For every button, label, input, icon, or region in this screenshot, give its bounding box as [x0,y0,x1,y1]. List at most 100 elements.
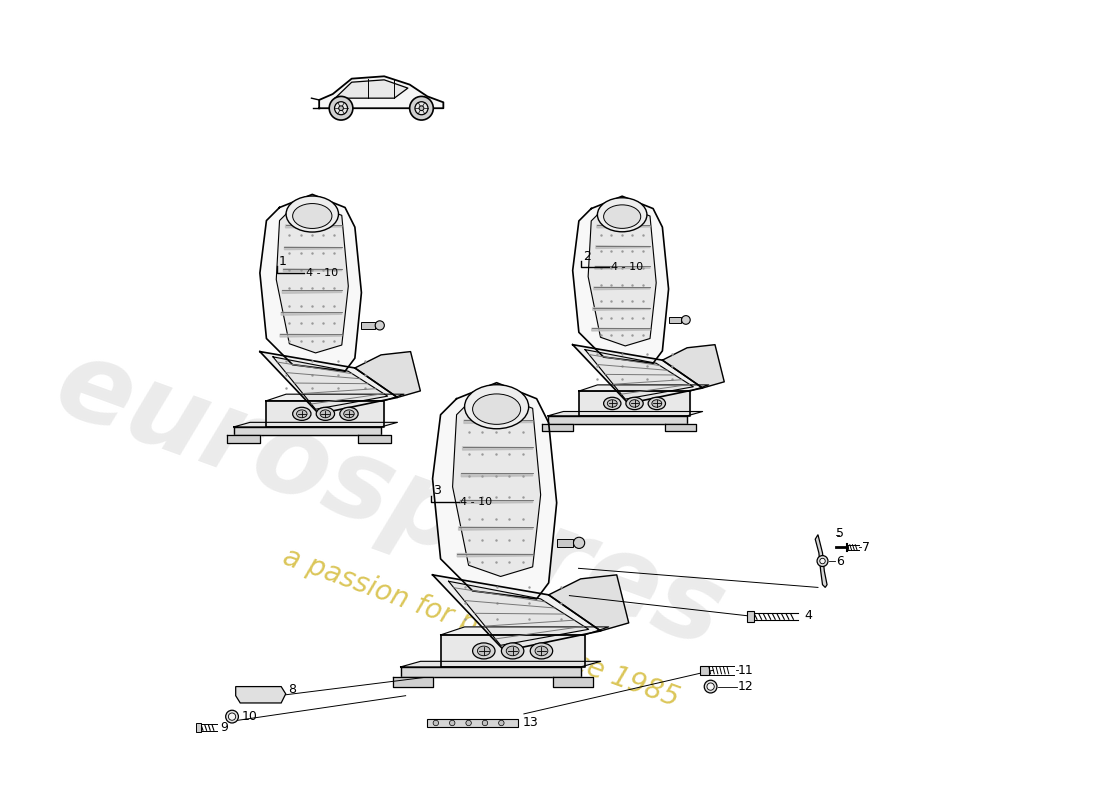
Ellipse shape [629,400,639,407]
Circle shape [226,710,239,723]
Ellipse shape [473,643,495,659]
Polygon shape [596,246,650,249]
Polygon shape [336,80,408,98]
Polygon shape [400,662,601,667]
Polygon shape [286,225,342,228]
Polygon shape [573,196,669,363]
Ellipse shape [286,196,339,232]
Polygon shape [432,575,601,651]
Text: 1: 1 [278,255,286,268]
Polygon shape [592,328,650,331]
Polygon shape [285,246,342,250]
Circle shape [409,96,433,120]
Text: 4 - 10: 4 - 10 [461,497,493,507]
Polygon shape [227,435,260,443]
Circle shape [573,538,585,549]
Polygon shape [662,345,724,388]
Ellipse shape [530,643,552,659]
Polygon shape [441,635,585,667]
Text: 2: 2 [583,250,591,262]
Text: 4 - 10: 4 - 10 [306,268,338,278]
Polygon shape [280,334,342,337]
Text: 10: 10 [242,710,257,723]
Text: a passion for parts since 1985: a passion for parts since 1985 [279,542,683,712]
Ellipse shape [320,410,331,418]
Text: eurospares: eurospares [42,330,739,670]
Text: 6: 6 [836,554,844,567]
Text: 12: 12 [738,680,754,693]
Ellipse shape [535,646,548,656]
Polygon shape [579,391,690,416]
Polygon shape [573,345,703,403]
Polygon shape [815,534,827,587]
Polygon shape [400,667,581,678]
Polygon shape [441,627,608,635]
Polygon shape [464,420,532,423]
Polygon shape [549,575,629,631]
Polygon shape [463,446,532,450]
Circle shape [229,713,235,720]
Polygon shape [362,322,374,329]
Circle shape [817,555,828,566]
Ellipse shape [343,410,354,418]
Ellipse shape [607,400,617,407]
Circle shape [375,321,384,330]
Polygon shape [588,206,657,346]
Circle shape [704,680,717,693]
Polygon shape [669,317,681,323]
Text: 13: 13 [522,717,538,730]
Polygon shape [460,500,532,503]
Polygon shape [235,686,286,703]
Ellipse shape [293,407,311,420]
Polygon shape [319,76,443,108]
Polygon shape [541,424,573,431]
Ellipse shape [502,643,524,659]
Polygon shape [283,290,342,294]
Polygon shape [595,266,650,269]
Polygon shape [260,351,397,414]
Polygon shape [594,287,650,290]
Text: 4 - 10: 4 - 10 [610,262,642,272]
Circle shape [339,106,343,110]
Ellipse shape [648,398,666,410]
Ellipse shape [506,646,519,656]
Polygon shape [233,422,397,427]
Circle shape [450,720,455,726]
Circle shape [707,683,714,690]
Polygon shape [458,554,532,557]
Text: 8: 8 [288,683,297,696]
Polygon shape [548,416,688,424]
Circle shape [334,102,348,114]
Polygon shape [700,666,708,674]
Polygon shape [459,527,532,530]
Circle shape [419,106,424,110]
Polygon shape [393,678,432,687]
Text: 9: 9 [220,721,228,734]
Polygon shape [452,394,541,577]
Ellipse shape [604,398,620,410]
Polygon shape [260,194,362,371]
Ellipse shape [316,407,334,420]
Ellipse shape [652,400,662,407]
Polygon shape [461,474,532,477]
Polygon shape [432,382,557,599]
Polygon shape [597,225,650,228]
Ellipse shape [626,398,644,410]
Polygon shape [427,719,518,726]
Ellipse shape [604,205,640,228]
Ellipse shape [473,394,520,424]
Circle shape [466,720,471,726]
Text: 11: 11 [738,664,754,677]
Polygon shape [284,269,342,271]
Circle shape [682,316,690,324]
Text: 4: 4 [804,609,812,622]
Polygon shape [585,350,693,399]
Polygon shape [593,307,650,310]
Polygon shape [196,723,201,732]
Polygon shape [557,539,573,547]
Polygon shape [548,411,703,416]
Text: 3: 3 [433,485,441,498]
Ellipse shape [297,410,307,418]
Text: 5: 5 [836,527,844,540]
Ellipse shape [340,407,359,420]
